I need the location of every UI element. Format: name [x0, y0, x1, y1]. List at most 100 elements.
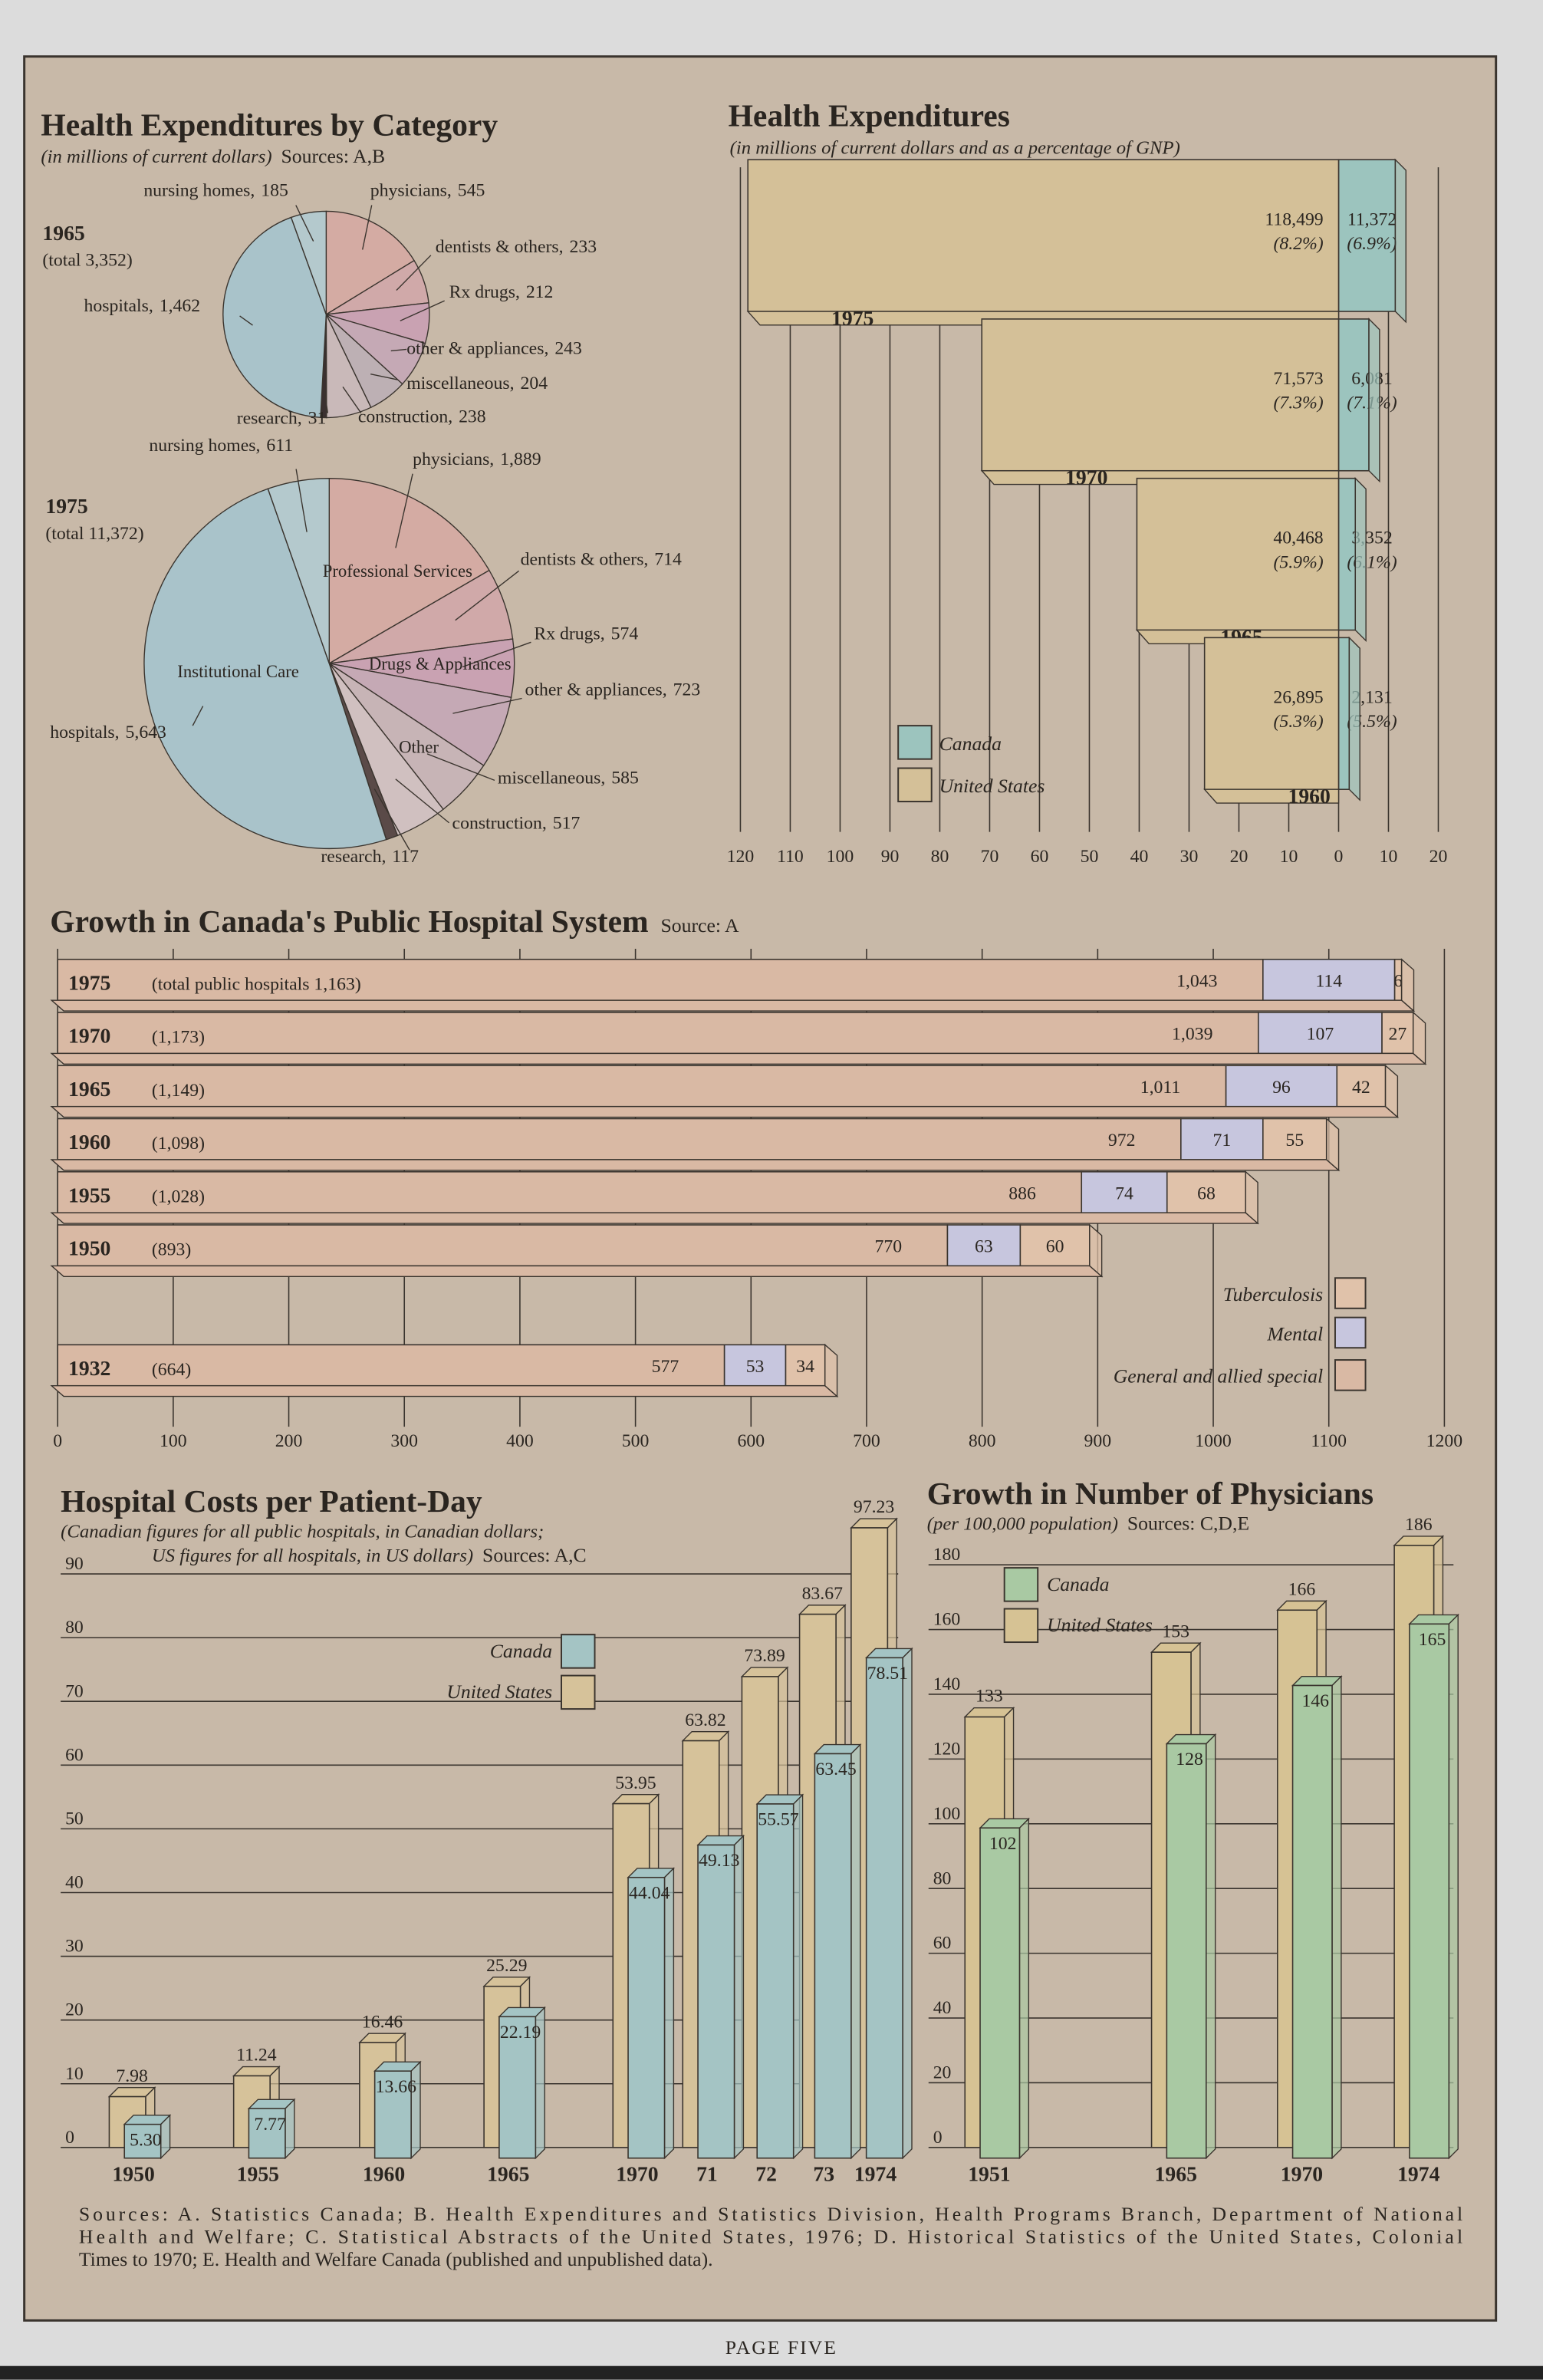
pie-total: (total 11,372) [45, 524, 143, 544]
value-label: 165 [1419, 1630, 1446, 1650]
slice-value: 117 [392, 847, 419, 867]
chart-subtitle: (in millions of current dollars and as a… [730, 137, 1180, 158]
x-tick-label: 400 [506, 1431, 534, 1451]
slice-label: Rx drugs, 574 [534, 624, 638, 644]
bar-side [1331, 1674, 1342, 2160]
bar-depth [1368, 318, 1380, 483]
slice-label: hospitals, 1,462 [84, 296, 200, 316]
bar-side [850, 1743, 861, 2160]
bar-depth [50, 1159, 1341, 1171]
y-tick-label: 90 [65, 1554, 84, 1574]
category-note: (total public hospitals 1,163) [152, 974, 361, 994]
bar-depth [1326, 1117, 1340, 1172]
y-tick-label: 40 [65, 1873, 84, 1893]
value-label: 55.57 [758, 1810, 799, 1830]
value-label: 63 [975, 1237, 993, 1257]
bar-depth [50, 999, 1416, 1012]
slice-value: 233 [570, 237, 597, 257]
bar-depth [1203, 788, 1340, 804]
bar-segment [57, 1170, 1083, 1213]
bar-depth [1089, 1223, 1103, 1278]
x-tick-label: 70 [981, 847, 999, 867]
value-label: 577 [652, 1357, 679, 1377]
year-label: 1955 [68, 1183, 110, 1206]
value-label: 97.23 [854, 1497, 894, 1517]
bar-side [1018, 1817, 1030, 2160]
x-tick-label: 1970 [1281, 2161, 1323, 2185]
slice-category: miscellaneous, [498, 768, 605, 788]
y-tick-label: 120 [933, 1739, 961, 1759]
sources: Sources: C,D,E [1127, 1513, 1249, 1535]
legend-swatch [561, 1634, 596, 1669]
bar [1291, 1684, 1333, 2159]
sources: Sources: A,B [281, 145, 385, 167]
bar-segment [785, 1344, 826, 1387]
bar-segment [1081, 1170, 1168, 1213]
value-label: 73.89 [744, 1646, 785, 1666]
leader-line [455, 570, 520, 621]
bar-segment [57, 1224, 949, 1267]
pie-slice [325, 210, 416, 316]
x-tick-label: 1974 [854, 2161, 897, 2185]
bar-segment [1225, 1065, 1338, 1108]
y-tick-label: 140 [933, 1674, 961, 1694]
x-tick-label: 90 [881, 847, 900, 867]
slice-label: construction, 238 [358, 407, 486, 426]
slice-label: hospitals, 5,643 [50, 723, 166, 742]
value-label: 44.04 [629, 1883, 670, 1903]
legend-label: Canada [1047, 1573, 1109, 1595]
footer-sources: Times to 1970; E. Health and Welfare Can… [79, 2248, 713, 2270]
slice-value: 243 [554, 338, 582, 358]
x-tick-label: 100 [160, 1431, 187, 1451]
x-tick-label: 50 [1081, 847, 1099, 867]
y-tick-label: 160 [933, 1610, 961, 1630]
slice-category: nursing homes, [149, 436, 260, 456]
slice-value: 1,889 [500, 449, 541, 469]
slice-value: 185 [261, 181, 288, 201]
bar-depth [50, 1212, 1259, 1224]
value-label: 27 [1389, 1025, 1407, 1045]
year-label: 1975 [831, 306, 873, 330]
slice-label: miscellaneous, 585 [498, 768, 639, 788]
y-tick-label: 80 [933, 1868, 952, 1888]
legend-swatch [897, 725, 933, 760]
x-tick-label: 200 [275, 1431, 303, 1451]
chart-title: Health Expenditures by Category [41, 107, 498, 143]
bar [981, 318, 1340, 472]
value-label: 114 [1315, 971, 1342, 991]
pie-slice [328, 477, 490, 665]
slice-label: nursing homes, 611 [149, 436, 293, 456]
leader-line [462, 641, 531, 668]
gnp-label: (6.9%) [1347, 234, 1397, 254]
x-tick-label: 72 [755, 2161, 777, 2185]
leader-line [400, 300, 445, 321]
gnp-label: (7.3%) [1273, 393, 1323, 413]
y-tick-label: 0 [933, 2128, 943, 2148]
bar [814, 1753, 852, 2159]
bar [865, 1657, 903, 2159]
slice-category: dentists & others, [521, 549, 649, 569]
value-label: 68 [1197, 1183, 1216, 1203]
year-label: 1975 [68, 970, 110, 994]
category-note: (1,173) [152, 1028, 205, 1048]
leader-line [239, 315, 253, 326]
bar-side [1206, 1733, 1216, 2160]
pie-slice [290, 210, 327, 315]
slice-label: other & appliances, 243 [406, 338, 582, 358]
value-label: 102 [989, 1834, 1017, 1854]
page-number: PAGE FIVE [725, 2336, 837, 2359]
legend-label: United States [446, 1680, 552, 1703]
slice-value: 204 [521, 374, 548, 393]
bar-segment [57, 1118, 1182, 1160]
slice-value: 585 [611, 768, 639, 788]
chart-title: Hospital Costs per Patient-Day [61, 1483, 482, 1519]
chart-subtitle: (in millions of current dollars and as a… [730, 137, 1180, 158]
group-label: Institutional Care [177, 662, 299, 681]
slice-value: 238 [459, 407, 486, 426]
value-label: 63.45 [815, 1759, 856, 1779]
slice-value: 545 [458, 181, 485, 201]
bar [747, 159, 1340, 312]
x-tick-label: 20 [1230, 847, 1249, 867]
x-tick-label: 10 [1280, 847, 1298, 867]
